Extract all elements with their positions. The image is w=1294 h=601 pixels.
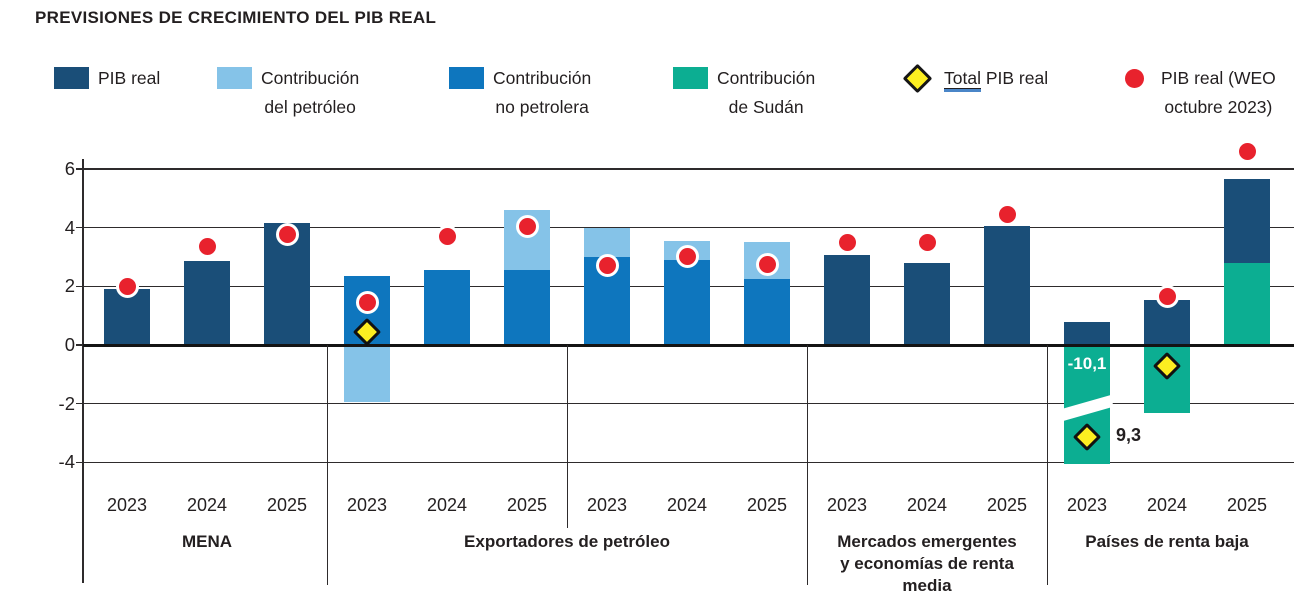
oil-marker xyxy=(216,67,252,89)
group-label: Mercados emergentes y economías de renta m… xyxy=(837,532,1017,595)
weo-forecast-dot xyxy=(675,245,699,269)
gridline xyxy=(83,168,1294,170)
bar-pib-segment xyxy=(824,255,870,345)
x-axis-year-label: 2023 xyxy=(346,495,388,515)
weo-forecast-dot xyxy=(995,202,1019,226)
gridline xyxy=(83,461,1294,464)
y-axis-tick xyxy=(76,285,83,288)
legend-label: Contribución de Sudán xyxy=(717,68,816,117)
group-label: MENA xyxy=(181,532,233,551)
bar-oil-segment xyxy=(584,227,630,257)
chart-title: PREVISIONES DE CRECIMIENTO DEL PIB REAL xyxy=(35,8,437,27)
y-axis-tick-label: -2 xyxy=(58,392,75,414)
bar-pib-segment xyxy=(1224,179,1270,263)
bar-nonoil-segment xyxy=(424,270,470,345)
legend-item-pib: PIB real xyxy=(52,64,160,93)
pib-marker xyxy=(53,67,89,89)
y-axis-tick-label: 2 xyxy=(64,275,75,297)
total-value-label: 9,3 xyxy=(1116,425,1142,446)
weo-forecast-dot xyxy=(595,254,619,278)
x-axis-year-label: 2024 xyxy=(906,495,948,515)
x-axis-year-label: 2025 xyxy=(266,495,308,515)
nonoil-marker xyxy=(448,67,484,89)
circle-legend-marker-icon xyxy=(1115,64,1153,92)
legend-label: PIB real (WEO octubre 2023) xyxy=(1161,68,1276,117)
y-axis-tick-label: 4 xyxy=(64,216,75,238)
bar-nonoil-segment xyxy=(504,270,550,345)
x-axis-year-label: 2023 xyxy=(826,495,868,515)
weo-forecast-dot xyxy=(355,290,379,314)
x-axis-year-label: 2025 xyxy=(506,495,548,515)
y-axis-tick-label: 6 xyxy=(64,157,75,179)
y-axis-tick xyxy=(76,344,83,346)
x-axis-year-label: 2025 xyxy=(746,495,788,515)
x-axis-year-label: 2024 xyxy=(426,495,468,515)
weo-marker xyxy=(1124,68,1144,88)
diamond-legend-marker-icon xyxy=(898,63,936,93)
zero-axis-line xyxy=(83,343,1294,347)
x-axis-year-label: 2023 xyxy=(586,495,628,515)
square-legend-marker-icon xyxy=(52,64,90,92)
legend-label: Contribución del petróleo xyxy=(261,68,360,117)
legend-item-nonoil: Contribución no petrolera xyxy=(447,64,591,122)
legend-label: PIB real xyxy=(98,68,161,88)
bar-value-label: -10,1 xyxy=(1067,354,1107,373)
legend-item-sudan: Contribución de Sudán xyxy=(671,64,815,122)
legend-label: Contribución no petrolera xyxy=(493,68,592,117)
y-axis-tick xyxy=(76,168,83,170)
group-label: Exportadores de petróleo xyxy=(464,532,670,551)
group-label: Países de renta baja xyxy=(1085,532,1249,551)
bar-pib-segment xyxy=(184,261,230,345)
weo-forecast-dot xyxy=(835,230,859,254)
legend-item-weo: PIB real (WEO octubre 2023) xyxy=(1115,64,1276,122)
x-axis-year-label: 2023 xyxy=(106,495,148,515)
bar-pib-segment xyxy=(904,262,950,345)
bar-oil-segment xyxy=(344,345,390,403)
gridline xyxy=(83,403,1294,405)
square-legend-marker-icon xyxy=(671,64,709,92)
y-axis-tick xyxy=(76,402,83,405)
bar-pib-segment xyxy=(984,226,1030,345)
subgroup-divider-line xyxy=(567,345,569,528)
y-axis-tick xyxy=(76,226,83,229)
legend-item-oil: Contribución del petróleo xyxy=(215,64,359,122)
y-axis-tick-label: 0 xyxy=(64,334,75,355)
sudan-marker xyxy=(672,67,708,89)
square-legend-marker-icon xyxy=(447,64,485,92)
square-legend-marker-icon xyxy=(215,64,253,92)
gridline xyxy=(83,226,1294,229)
x-axis-year-label: 2024 xyxy=(666,495,708,515)
bar-nonoil-segment xyxy=(744,278,790,345)
group-divider-line xyxy=(1047,345,1049,585)
weo-forecast-dot xyxy=(515,214,539,238)
weo-forecast-dot xyxy=(915,230,939,254)
group-divider-line xyxy=(327,345,329,585)
y-axis-tick-label: -4 xyxy=(58,451,75,473)
x-axis-year-label: 2024 xyxy=(1146,495,1188,515)
weo-forecast-dot xyxy=(435,224,459,248)
legend-label: Total PIB real xyxy=(944,68,1049,89)
y-axis-line xyxy=(82,159,84,583)
weo-forecast-dot xyxy=(1235,139,1259,163)
bar-sudan-segment xyxy=(1224,262,1270,345)
weo-forecast-dot xyxy=(755,252,779,276)
group-divider-line xyxy=(807,345,809,585)
weo-forecast-dot xyxy=(1155,285,1179,309)
bar-pib-segment xyxy=(1064,321,1110,345)
x-axis-year-label: 2025 xyxy=(986,495,1028,515)
x-axis-year-label: 2025 xyxy=(1226,495,1268,515)
weo-forecast-dot xyxy=(195,235,219,259)
legend-item-total: Total PIB real xyxy=(898,63,1049,93)
weo-forecast-dot xyxy=(115,274,139,298)
bar-pib-segment xyxy=(104,289,150,345)
x-axis-year-label: 2024 xyxy=(186,495,228,515)
weo-forecast-dot xyxy=(275,223,299,247)
total-marker xyxy=(902,63,932,93)
bar-nonoil-segment xyxy=(664,259,710,345)
x-axis-year-label: 2023 xyxy=(1066,495,1108,515)
y-axis-tick xyxy=(76,461,83,464)
